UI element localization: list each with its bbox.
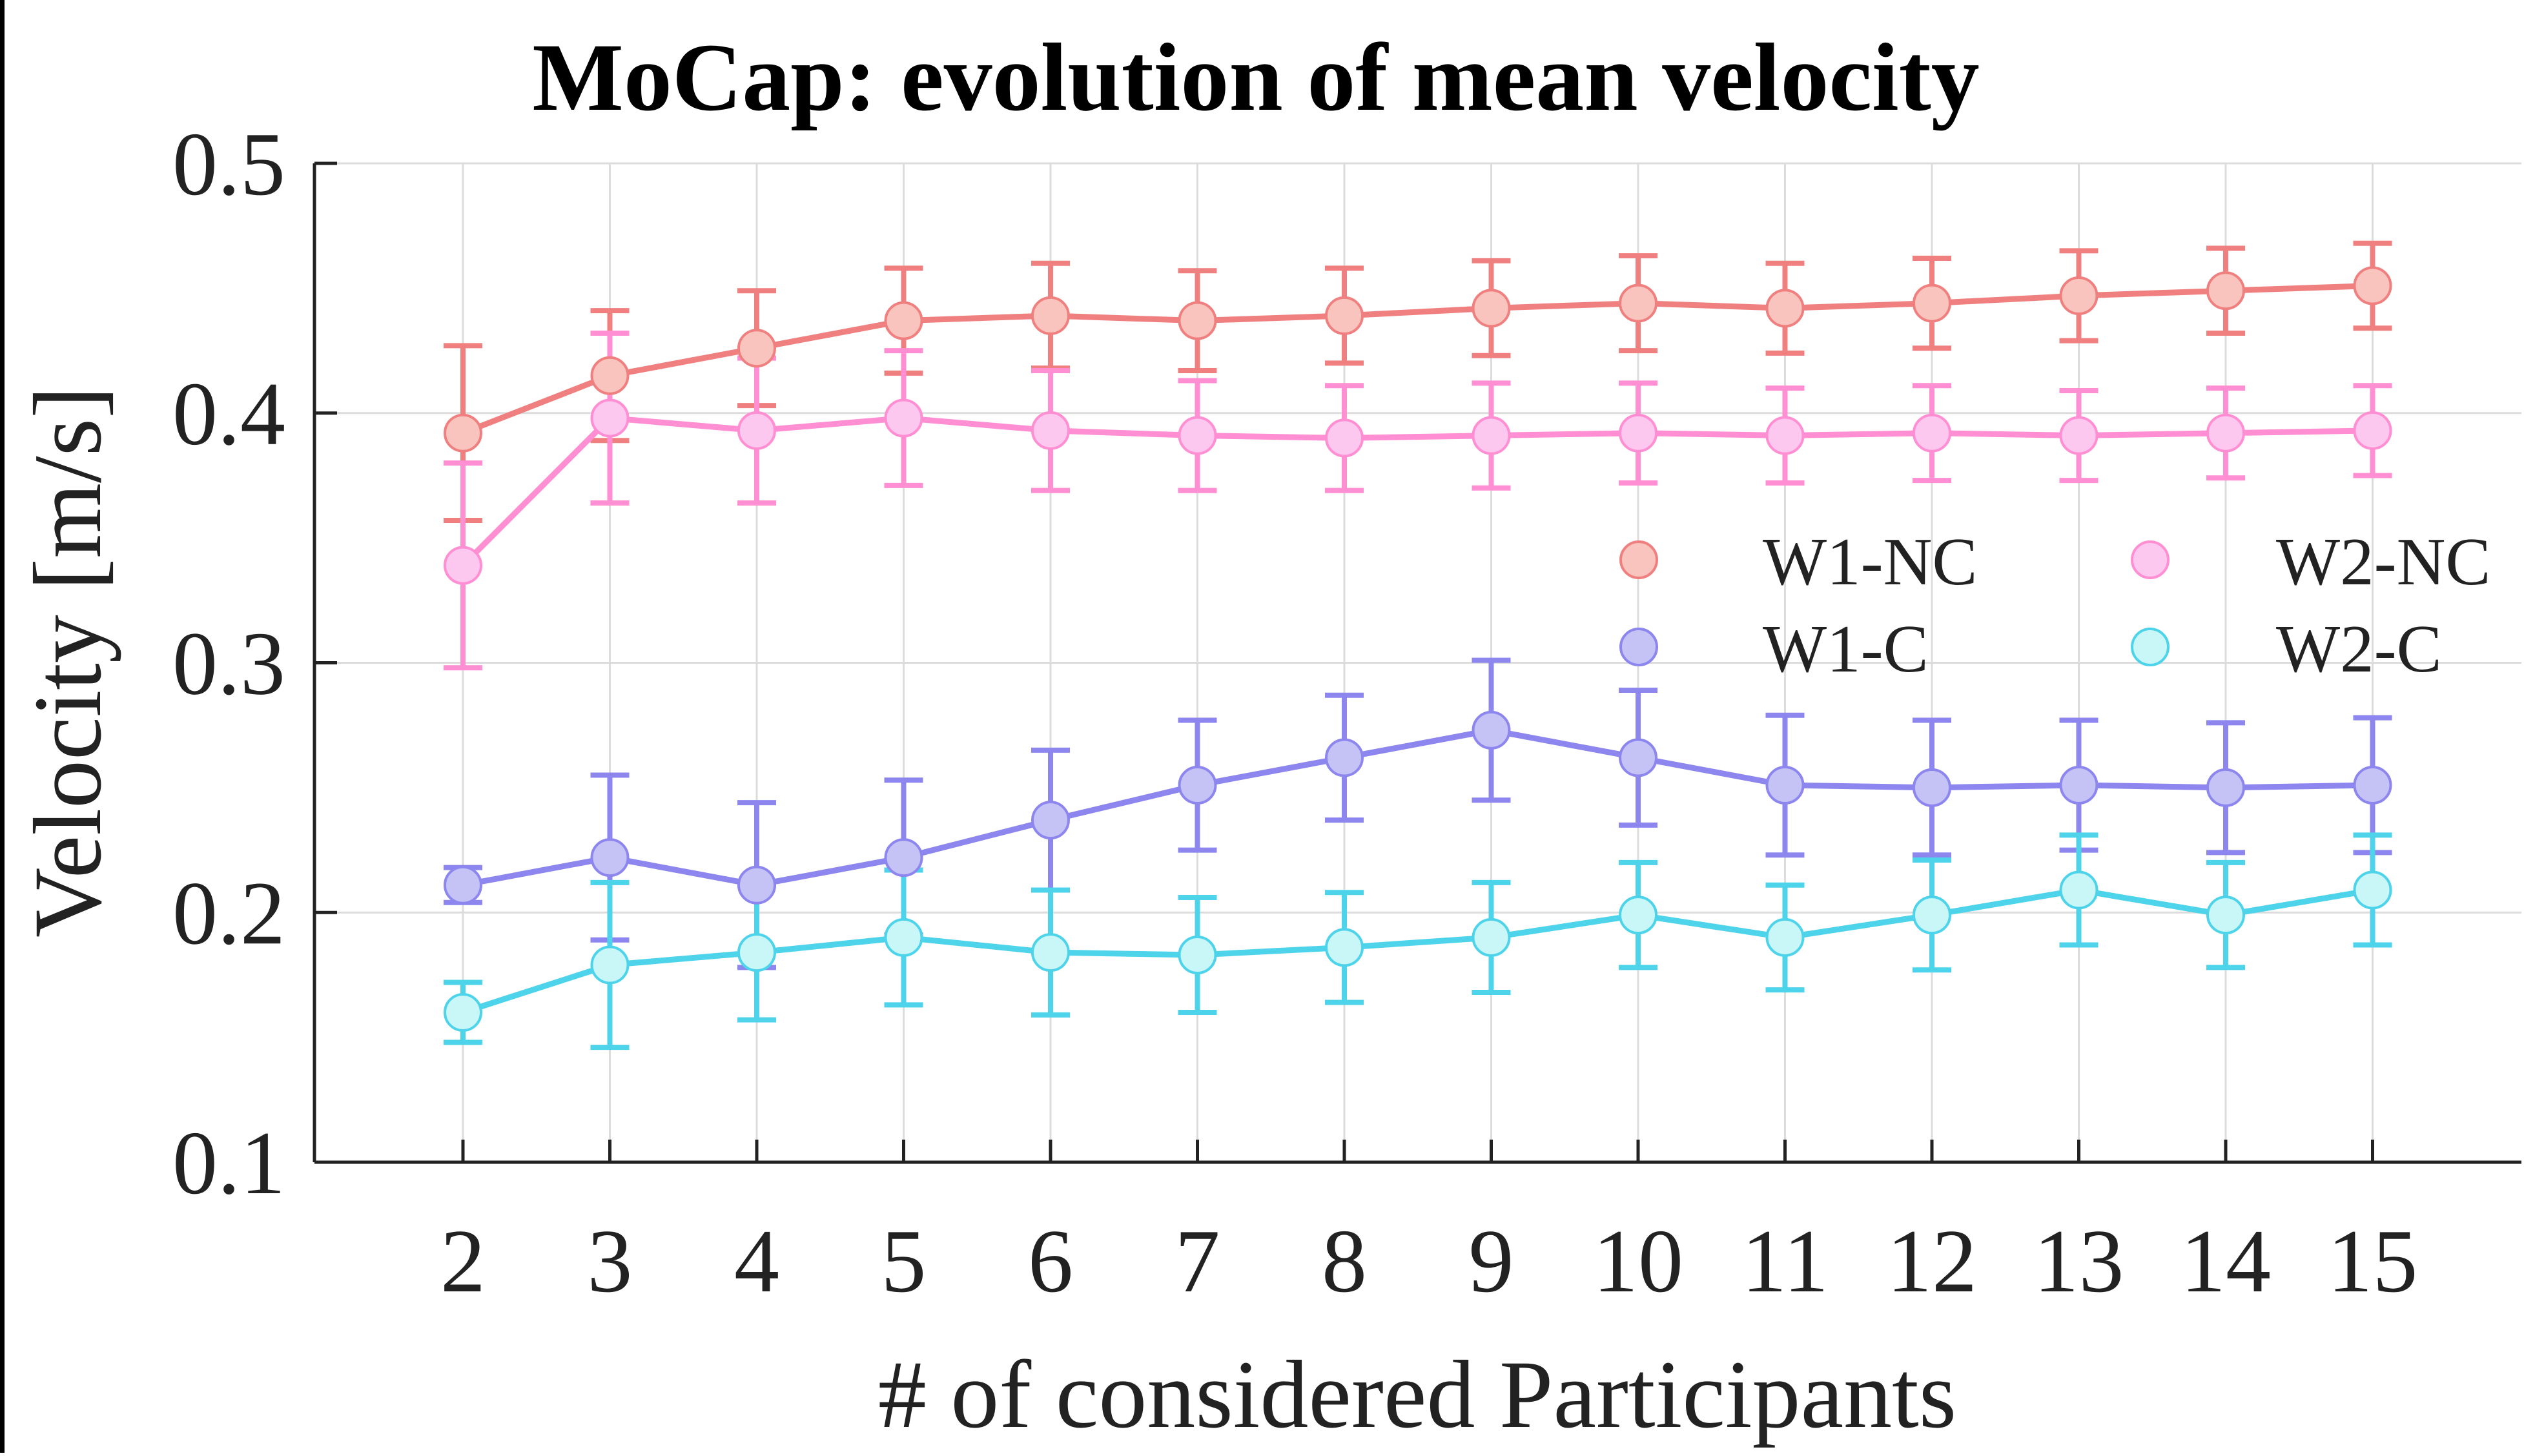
legend: W1-NC W2-NC W1-C W2-C: [1619, 524, 2490, 686]
data-point-w2-nc: [1031, 411, 1070, 450]
data-point-w1-nc: [1472, 289, 1511, 328]
data-point-w1-nc: [2059, 276, 2098, 315]
data-point-w1-c: [1031, 801, 1070, 840]
data-point-w1-nc: [1765, 289, 1805, 328]
data-point-w2-nc: [1472, 416, 1511, 455]
data-point-w1-c: [444, 865, 482, 905]
data-point-w2-c: [2206, 896, 2245, 935]
data-point-w1-c: [1619, 738, 1657, 777]
x-tick-label: 7: [1175, 1211, 1220, 1311]
data-point-w1-nc: [737, 329, 776, 368]
data-point-w2-nc: [590, 398, 630, 438]
x-tick-label: 5: [881, 1211, 927, 1311]
series-markers: [444, 266, 2392, 1032]
data-point-w2-nc: [1178, 416, 1217, 455]
data-point-w2-c: [1472, 918, 1511, 957]
data-point-w1-nc: [2353, 266, 2392, 305]
data-point-w1-c: [2206, 768, 2245, 807]
legend-marker-w1-c: [1619, 628, 1658, 666]
data-point-w2-nc: [1325, 418, 1364, 458]
data-point-w2-nc: [737, 411, 776, 450]
y-tick-label: 0.2: [172, 863, 285, 963]
data-point-w1-c: [2059, 766, 2098, 805]
legend-label-w1-c: W1-C: [1763, 611, 1929, 686]
data-point-w1-c: [2353, 766, 2392, 805]
data-point-w2-c: [884, 918, 923, 957]
data-point-w2-c: [590, 945, 630, 985]
data-point-w2-c: [2059, 870, 2098, 910]
series-lines: [460, 283, 2374, 1016]
y-tick-label: 0.5: [172, 114, 285, 214]
legend-label-w1-nc: W1-NC: [1763, 524, 1977, 599]
data-point-w1-c: [1765, 766, 1805, 805]
legend-label-w2-c: W2-C: [2276, 611, 2442, 686]
data-point-w2-c: [2353, 870, 2392, 910]
data-point-w2-c: [1178, 935, 1217, 974]
data-point-w1-c: [737, 865, 776, 905]
legend-marker-w2-nc: [2131, 540, 2170, 579]
x-tick-label: 2: [440, 1211, 486, 1311]
data-point-w1-nc: [1031, 296, 1070, 335]
data-point-w2-c: [1913, 896, 1951, 935]
series-line-w1-c: [462, 727, 2373, 888]
legend-label-w2-nc: W2-NC: [2276, 524, 2490, 599]
series-line-w2-nc: [460, 415, 2373, 568]
y-axis-label: Velocity [m/s]: [14, 386, 121, 938]
data-point-w2-nc: [1765, 416, 1805, 455]
data-point-w2-nc: [2206, 413, 2245, 453]
x-tick-label: 11: [1741, 1211, 1829, 1311]
y-tick-label: 0.4: [172, 364, 285, 464]
data-point-w2-c: [444, 992, 482, 1032]
x-axis-label: # of considered Participants: [878, 1341, 1956, 1448]
x-tick-label: 9: [1469, 1211, 1514, 1311]
x-tick-label: 10: [1593, 1211, 1683, 1311]
legend-marker-w2-c: [2131, 628, 2170, 666]
data-point-w2-nc: [1913, 413, 1951, 453]
legend-marker-w1-nc: [1619, 540, 1658, 579]
left-edge-divider: [0, 0, 5, 1453]
data-point-w1-c: [1913, 768, 1951, 807]
series-line-w1-nc: [462, 283, 2373, 436]
data-point-w1-nc: [2206, 271, 2245, 311]
data-point-w2-c: [1619, 896, 1657, 935]
x-tick-label: 12: [1887, 1211, 1977, 1311]
x-tick-label: 6: [1028, 1211, 1073, 1311]
data-point-w2-c: [1031, 933, 1070, 972]
series-line-w2-c: [462, 887, 2374, 1016]
data-point-w2-nc: [444, 546, 482, 585]
y-tick-label: 0.1: [172, 1113, 285, 1213]
x-tick-label: 15: [2328, 1211, 2418, 1311]
x-tick-label: 4: [734, 1211, 779, 1311]
data-point-w1-c: [590, 838, 630, 877]
data-point-w2-nc: [2059, 416, 2098, 455]
data-point-w2-c: [737, 933, 776, 972]
data-point-w1-c: [1178, 766, 1217, 805]
data-point-w1-nc: [1325, 296, 1364, 335]
data-point-w2-c: [1325, 928, 1364, 967]
data-point-w1-c: [1325, 738, 1364, 777]
x-tick-label: 8: [1322, 1211, 1367, 1311]
x-tick-label: 3: [588, 1211, 633, 1311]
data-point-w1-c: [884, 838, 923, 877]
data-point-w1-nc: [1178, 301, 1217, 340]
data-point-w1-nc: [884, 301, 923, 340]
data-point-w2-nc: [2353, 411, 2392, 450]
x-tick-label: 14: [2180, 1211, 2271, 1311]
y-tick-label: 0.3: [172, 614, 285, 714]
data-point-w2-nc: [884, 398, 923, 438]
data-point-w1-nc: [1913, 283, 1951, 323]
data-point-w1-nc: [444, 413, 482, 453]
data-point-w1-nc: [590, 356, 630, 395]
data-point-w2-c: [1765, 918, 1805, 957]
data-point-w1-nc: [1619, 283, 1657, 323]
data-point-w2-nc: [1619, 413, 1657, 453]
error-bars: [444, 240, 2392, 1051]
x-tick-label: 13: [2034, 1211, 2124, 1311]
chart-title: MoCap: evolution of mean velocity: [532, 24, 1979, 131]
tick-labels: 0.1 0.2 0.3 0.4 0.5 2 3 4 5 6 7 8 9 10 11 12 13 14 15: [172, 114, 2418, 1311]
data-point-w1-c: [1472, 710, 1511, 750]
